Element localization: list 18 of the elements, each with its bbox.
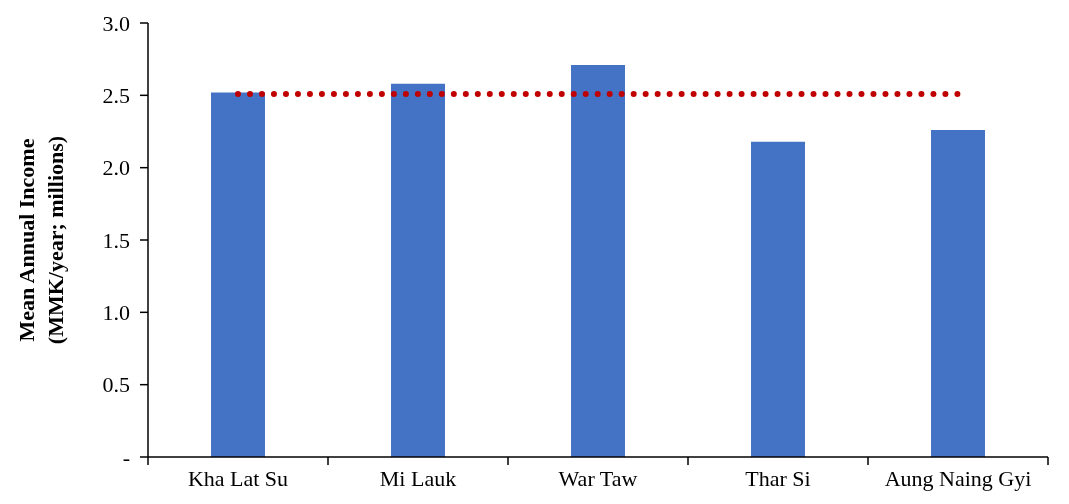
- x-tick-label: Mi Lauk: [379, 466, 457, 491]
- y-tick-label: 0.5: [102, 372, 130, 398]
- bar: [931, 130, 985, 457]
- y-tick-label: 1.5: [102, 227, 130, 253]
- x-tick-label: Thar Si: [745, 466, 811, 491]
- bar: [751, 141, 805, 457]
- y-tick-label: 2.5: [102, 83, 130, 109]
- x-tick-label: Kha Lat Su: [187, 466, 289, 491]
- y-tick-label: 3.0: [102, 10, 130, 36]
- bar: [571, 64, 625, 457]
- y-tick-label: 1.0: [102, 300, 130, 326]
- x-tick-label: Aung Naing Gyi: [884, 466, 1032, 491]
- bar: [391, 83, 445, 457]
- y-tick-label: 2.0: [102, 155, 130, 181]
- bar: [211, 92, 265, 457]
- x-tick-label: War Taw: [558, 466, 638, 491]
- y-axis-title: Mean Annual Income (MMK/year; millions): [14, 135, 68, 345]
- y-tick-label: -: [122, 444, 130, 470]
